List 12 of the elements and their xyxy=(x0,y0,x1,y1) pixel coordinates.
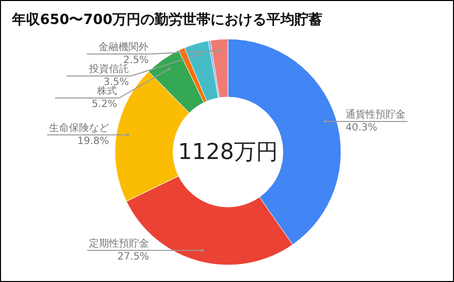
slice-label: 通貨性預貯金 xyxy=(345,108,406,120)
data-label: 27.5% xyxy=(117,251,150,262)
data-label: 5.2% xyxy=(92,99,118,110)
slice-label: 金融機関外 xyxy=(98,41,149,53)
slice-label: 生命保険など xyxy=(49,122,110,134)
slice-label: 株式 xyxy=(96,85,118,97)
data-label: 19.8% xyxy=(77,136,110,147)
text: 1128万円 xyxy=(178,140,278,165)
slice-label: 投資信託 xyxy=(88,63,129,75)
data-label: 40.3% xyxy=(345,122,378,134)
chart-title: 年収650〜700万円の勤労世帯における平均貯蓄 xyxy=(11,11,322,28)
slice-label: 定期性預貯金 xyxy=(89,237,150,250)
